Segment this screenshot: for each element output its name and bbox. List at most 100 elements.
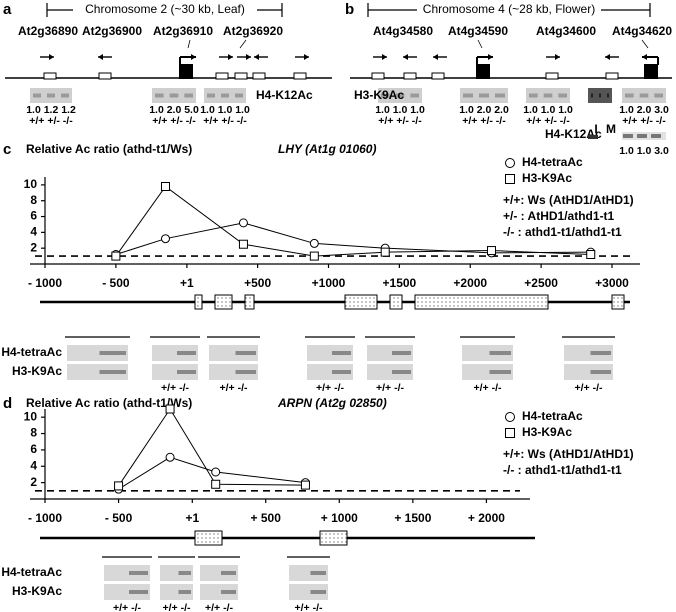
genotype: +/+ +/- -/- [462, 115, 506, 127]
panel-label: a [3, 1, 12, 18]
gel-image [160, 565, 193, 581]
gene-name: At2g36910 [153, 24, 213, 38]
gel-image [289, 584, 328, 600]
gel-band [625, 93, 634, 98]
exon-box [414, 294, 549, 310]
gel-band [639, 93, 649, 98]
connector [187, 39, 191, 49]
legend-marker [505, 428, 515, 438]
gel-band [177, 351, 196, 355]
data-point [160, 181, 170, 191]
y-axis-title: Relative Ac ratio (athd-t1/Ws) [26, 142, 192, 156]
data-point [586, 250, 596, 260]
x-tick-label: +3000 [595, 276, 629, 290]
gel-band [489, 351, 511, 355]
ratio-value: 1.0 2.0 3.0 [619, 104, 669, 116]
arrow-head [642, 54, 647, 60]
connector [239, 39, 247, 49]
gel-band [489, 370, 511, 374]
data-point [211, 479, 221, 489]
x-tick-label: - 500 [105, 511, 133, 525]
gel-band [235, 351, 256, 355]
gel-image [209, 345, 258, 361]
gel-image [67, 345, 128, 361]
x-tick-label: - 1000 [28, 276, 62, 290]
y-tick-label: 4 [30, 225, 37, 239]
gene-name: At2g36900 [82, 24, 142, 38]
gel-image [67, 364, 128, 380]
data-point [238, 218, 248, 228]
genotype: +/+ +/- -/- [203, 115, 247, 127]
chromosome-title: Chromosome 4 (~28 kb, Flower) [423, 2, 595, 16]
genotype: +/+ +/- -/- [622, 115, 666, 127]
ratio-value: 1.0 2.0 2.0 [459, 104, 509, 116]
genotype: +/+ -/- [574, 382, 603, 394]
genotype: +/+ +/- -/- [152, 115, 196, 127]
arrow-head [403, 54, 408, 60]
gene-box [403, 72, 417, 80]
gel-row-label: H3-K9Ac [12, 364, 62, 378]
gene-box [605, 72, 619, 80]
gene-box [371, 72, 385, 80]
gel-image [160, 584, 193, 600]
legend-label: H4-tetraAc [522, 155, 583, 169]
connector [477, 39, 483, 49]
ratio-value: 1.0 1.0 1.0 [375, 104, 425, 116]
gel-band [495, 93, 505, 98]
exon-box [194, 294, 203, 310]
ratio-value: 1.0 1.0 1.0 [523, 104, 573, 116]
arrow-head [49, 54, 54, 60]
gel-image [564, 364, 613, 380]
data-point [165, 404, 175, 414]
x-tick-label: + 500 [251, 511, 282, 525]
gel-band [129, 571, 148, 575]
arrow-head [228, 54, 233, 60]
y-tick-label: 8 [30, 193, 37, 207]
exon-box [194, 530, 223, 546]
data-point [487, 246, 497, 256]
gel-band [599, 93, 601, 98]
arrow-head [191, 54, 196, 60]
x-tick-label: +2500 [524, 276, 558, 290]
y-tick-label: 6 [30, 442, 37, 456]
arrow-head [555, 54, 560, 60]
gel-row-label: H3-K9Ac [12, 584, 62, 598]
gel-band [178, 590, 191, 594]
genotype: +/+ -/- [113, 602, 142, 612]
gene-box [98, 72, 112, 80]
gel-band [529, 93, 538, 98]
series-line [118, 456, 306, 490]
x-tick-label: +1500 [383, 276, 417, 290]
gel-band [33, 93, 41, 98]
gel-band [651, 134, 661, 138]
antibody-label: H3-K9Ac [354, 88, 404, 102]
gel-band [395, 93, 405, 98]
gel-row-label: H4-tetraAc [1, 565, 62, 579]
data-point [160, 234, 170, 244]
y-tick-label: 8 [30, 426, 37, 440]
ratio-value: 1.0 2.0 5.0 [149, 104, 199, 116]
gel-image [200, 565, 238, 581]
gel-band [99, 370, 126, 374]
gel-band [543, 93, 553, 98]
gel-band [588, 135, 598, 139]
legend-marker [505, 174, 515, 184]
gel-band [221, 93, 229, 98]
arrow-head [246, 54, 251, 60]
gel-band [99, 351, 126, 355]
antibody-label: H4-K12Ac [545, 127, 602, 141]
gene-box [545, 72, 559, 80]
genotype: +/+ +/- -/- [378, 115, 422, 127]
x-tick-label: + 1500 [394, 511, 431, 525]
exon-box [344, 294, 378, 310]
gene-box [43, 72, 57, 80]
data-point [111, 251, 121, 261]
legend-label: H4-tetraAc [522, 409, 583, 423]
gel-band [590, 370, 611, 374]
gel-band [169, 93, 179, 98]
gel-band [637, 134, 647, 138]
gel-band [61, 93, 69, 98]
exon-box [389, 294, 403, 310]
genotype: +/+ -/- [473, 382, 502, 394]
